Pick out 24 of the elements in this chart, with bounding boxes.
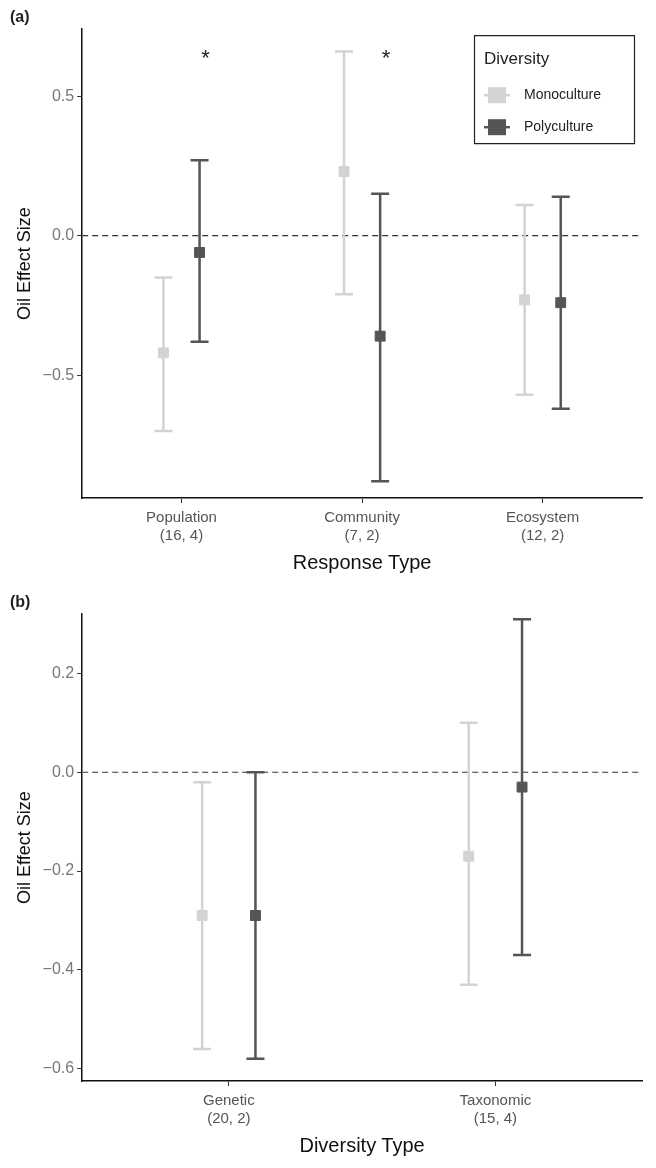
annotation: * <box>381 45 391 71</box>
x-tick-label: Ecosystem (12, 2) <box>506 508 580 544</box>
legend-title: Diversity <box>484 48 550 68</box>
x-tick-label: Population (16, 4) <box>146 508 217 544</box>
x-tick-label: Genetic (20, 2) <box>202 1091 256 1127</box>
y-tick-label: −0.6 <box>42 1059 75 1077</box>
x-tick-label: Taxonomic (15, 4) <box>459 1091 532 1127</box>
x-axis-title: Diversity Type <box>299 1133 425 1156</box>
legend-label: Polyculture <box>524 118 594 135</box>
chart-title: (a) <box>10 8 30 26</box>
y-tick-label: −0.5 <box>42 365 75 383</box>
y-tick-label: 0.0 <box>51 226 75 244</box>
x-axis-title: Response Type <box>292 550 432 573</box>
y-tick-label: −0.4 <box>42 960 75 978</box>
y-tick-label: −0.2 <box>42 861 75 879</box>
y-tick-label: 0.5 <box>51 86 75 104</box>
y-axis-title: Oil Effect Size <box>13 207 34 320</box>
annotation: * <box>201 45 211 71</box>
y-tick-label: 0.2 <box>51 663 75 681</box>
x-tick-label: Community (7, 2) <box>324 508 401 544</box>
y-axis-title: Oil Effect Size <box>13 791 34 904</box>
chart-title: (b) <box>10 593 31 611</box>
y-tick-label: 0.0 <box>51 762 75 780</box>
legend-label: Monoculture <box>524 86 602 103</box>
